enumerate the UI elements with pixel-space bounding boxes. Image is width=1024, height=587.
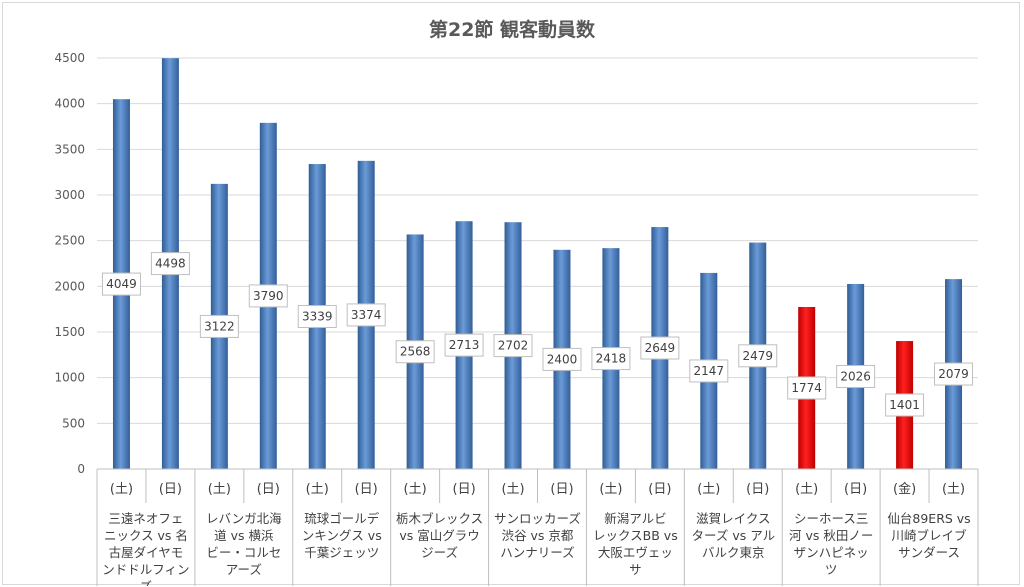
x-day-label: (日) — [159, 482, 182, 497]
y-tick-label: 500 — [62, 416, 85, 430]
y-tick-label: 3000 — [54, 188, 85, 202]
data-label: 3374 — [351, 308, 382, 322]
x-group-label: 琉球ゴールデンキングス vs 千葉ジェッツ — [302, 511, 382, 560]
data-label-box — [542, 347, 582, 371]
data-label: 3122 — [204, 319, 235, 333]
y-tick-label: 2500 — [54, 234, 85, 248]
y-tick-label: 3500 — [54, 142, 85, 156]
data-label-box — [934, 362, 974, 386]
data-label-box — [787, 376, 827, 400]
data-label-box — [836, 364, 876, 388]
data-label-box — [101, 272, 141, 296]
x-group-label: 新潟アルビレックスBB vs 大阪エヴェッサ — [593, 511, 678, 577]
x-group-label: シーホース三河 vs 秋田ノーザンハピネッツ — [789, 511, 873, 577]
x-day-label: (日) — [648, 482, 671, 497]
data-label-box — [444, 333, 484, 357]
x-day-label: (土) — [795, 482, 818, 497]
x-day-label: (土) — [697, 482, 720, 497]
x-day-label: (日) — [257, 482, 280, 497]
data-label: 4498 — [155, 257, 186, 271]
x-day-label: (土) — [599, 482, 622, 497]
x-day-label: (土) — [501, 482, 524, 497]
data-label-box — [248, 284, 288, 308]
data-label-box — [395, 340, 435, 364]
data-label: 2026 — [840, 369, 871, 383]
data-label-box — [591, 347, 631, 371]
x-day-label: (土) — [404, 482, 427, 497]
x-day-label: (日) — [453, 482, 476, 497]
data-label: 4049 — [106, 277, 137, 291]
gridlines — [97, 57, 978, 470]
data-labels: 4049 4498 3122 3790 3339 3374 2568 2713 2702 2400… — [101, 252, 974, 417]
data-label-box — [199, 314, 239, 338]
x-day-label: (土) — [208, 482, 231, 497]
data-label-box — [493, 334, 533, 358]
x-day-label: (金) — [893, 481, 916, 497]
data-label-box — [885, 393, 925, 417]
y-tick-label: 1000 — [54, 371, 85, 385]
data-label-box — [346, 303, 386, 327]
data-label: 2713 — [449, 338, 480, 352]
x-day-label: (日) — [355, 482, 378, 497]
data-label: 2568 — [400, 345, 431, 359]
y-tick-label: 2000 — [54, 279, 85, 293]
data-label-box — [640, 336, 680, 360]
y-tick-label: 4500 — [54, 51, 85, 65]
data-label: 2479 — [742, 349, 773, 363]
x-day-label: (土) — [942, 482, 965, 497]
chart-title: 第22節 観客動員数 — [429, 18, 596, 41]
x-group-label: 滋賀レイクスターズ vs アルバルク東京 — [691, 511, 775, 560]
y-axis: 0 500 1000 1500 2000 2500 3000 3500 4000 4500 — [54, 51, 85, 476]
data-label: 2147 — [694, 364, 725, 378]
data-label: 3339 — [302, 310, 333, 324]
x-day-label: (日) — [746, 482, 769, 497]
data-label-box — [689, 359, 729, 383]
y-tick-label: 1500 — [54, 325, 85, 339]
data-label: 1774 — [791, 381, 822, 395]
y-tick-label: 0 — [77, 462, 85, 476]
x-group-label: 三遠ネオフェニックス vs 名古屋ダイヤモンドドルフィンズ — [102, 511, 189, 586]
y-tick-label: 4000 — [54, 97, 85, 111]
data-label-box — [297, 305, 337, 329]
attendance-chart: 第22節 観客動員数 0 500 1000 1500 2000 2500 3000 3500 4… — [54, 18, 979, 586]
data-label-box — [738, 344, 778, 368]
data-label: 2418 — [596, 352, 627, 366]
data-label: 3790 — [253, 289, 284, 303]
x-axis: (土) (日) (土) (日) (土) (日) (土) (日) (土) (日) (土) (日) (土) (… — [96, 468, 979, 586]
x-group-label: 栃木ブレックス vs 富山グラウジーズ — [396, 511, 483, 560]
x-group-label: 仙台89ERS vs 川崎ブレイブサンダース — [887, 511, 970, 560]
x-day-label: (日) — [844, 482, 867, 497]
x-group-label: サンロッカーズ渋谷 vs 京都ハンナリーズ — [494, 511, 581, 560]
data-label: 2649 — [645, 341, 676, 355]
bars — [112, 58, 963, 469]
x-group-label: レバンガ北海道 vs 横浜ビー・コルセアーズ — [206, 511, 282, 577]
data-label-box — [150, 252, 190, 276]
x-day-label: (土) — [110, 482, 133, 497]
x-day-label: (土) — [306, 482, 329, 497]
x-day-label: (日) — [550, 482, 573, 497]
data-label: 2079 — [938, 367, 969, 381]
data-label: 1401 — [889, 398, 920, 412]
data-label: 2702 — [498, 339, 529, 353]
data-label: 2400 — [547, 352, 578, 366]
